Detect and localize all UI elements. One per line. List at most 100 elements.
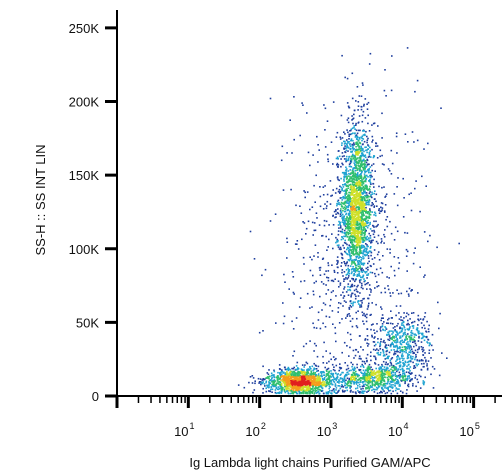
event-dot [373,214,375,216]
event-dot [356,152,359,155]
event-dot [404,329,406,331]
event-dot [347,283,350,285]
event-dot [295,381,298,384]
event-dot [323,382,325,385]
event-dot [287,392,290,395]
event-dot [332,290,334,292]
event-dot [349,320,352,322]
event-dot [408,351,410,353]
event-dot [361,245,363,248]
event-dot [352,145,354,147]
event-dot [300,386,302,389]
event-dot [378,208,381,210]
event-dot [368,372,371,375]
event-dot [372,203,374,205]
event-dot [389,292,391,294]
event-dot [417,331,419,334]
event-dot [410,346,412,348]
event-dot [389,376,392,378]
event-dot [363,270,365,273]
event-dot [361,360,364,363]
event-dot [287,366,290,369]
event-dot [360,155,363,158]
event-dot [380,373,383,375]
event-dot [355,269,358,272]
event-dot [354,241,356,243]
event-dot [362,160,365,162]
event-dot [347,373,350,375]
event-dot [342,305,344,307]
event-dot [386,366,388,369]
event-dot [337,311,339,313]
event-dot [349,148,352,150]
event-dot [407,319,409,322]
event-dot [335,340,337,343]
event-dot [375,220,377,223]
event-dot [312,322,314,325]
event-dot [296,372,298,375]
event-dot [362,366,365,368]
event-dot [351,245,354,247]
event-dot [358,115,361,117]
event-dot [377,353,380,356]
event-dot [262,381,264,383]
event-dot [395,350,398,353]
event-dot [310,384,313,386]
event-dot [353,167,356,169]
event-dot [287,367,289,370]
event-dot [249,230,252,233]
event-dot [281,370,283,373]
event-dot [323,219,326,222]
event-dot [339,282,342,284]
event-dot [339,190,342,193]
event-dot [325,383,327,386]
event-dot [404,380,406,383]
event-dot [352,304,354,307]
event-dot [343,190,345,192]
event-dot [352,243,355,246]
event-dot [422,359,424,362]
event-dot [362,180,364,183]
event-dot [318,376,320,379]
event-dot [335,377,338,379]
event-dot [345,387,347,389]
event-dot [365,175,367,177]
event-dot [356,190,358,193]
event-dot [396,356,398,358]
event-dot [426,367,429,370]
event-dot [353,383,355,385]
event-dot [351,208,354,210]
event-dot [343,376,346,378]
event-dot [423,339,426,342]
event-dot [279,381,282,383]
event-dot [348,377,351,380]
event-dot [406,290,408,293]
event-dot [382,352,385,354]
event-dot [427,360,430,362]
event-dot [321,387,324,389]
event-dot [293,350,296,353]
event-dot [423,148,425,150]
event-dot [334,326,336,329]
event-dot [303,386,306,389]
event-dot [289,119,291,121]
event-dot [309,307,311,309]
event-dot [358,161,360,164]
event-dot [358,272,360,275]
event-dot [354,219,357,221]
event-dot [390,371,393,374]
event-dot [391,357,394,359]
event-dot [352,252,354,255]
event-dot [363,374,366,376]
event-dot [383,210,386,212]
event-dot [342,223,345,225]
event-dot [365,166,367,168]
event-dot [355,100,357,102]
event-dot [336,241,339,243]
event-dot [387,344,390,346]
event-dot [381,314,384,316]
event-dot [356,220,358,223]
event-dot [350,139,352,142]
event-dot [358,280,361,282]
event-dot [366,226,369,229]
